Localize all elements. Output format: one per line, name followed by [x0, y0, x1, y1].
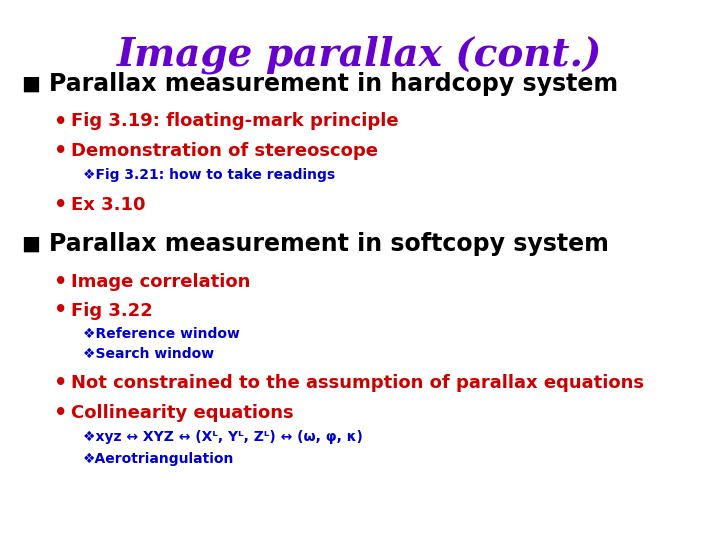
Text: ❖xyz ↔ XYZ ↔ (Xᴸ, Yᴸ, Zᴸ) ↔ (ω, φ, κ): ❖xyz ↔ XYZ ↔ (Xᴸ, Yᴸ, Zᴸ) ↔ (ω, φ, κ)	[83, 430, 363, 444]
Text: ❖Aerotriangulation: ❖Aerotriangulation	[83, 452, 234, 466]
Text: Ex 3.10: Ex 3.10	[71, 196, 145, 214]
Text: Parallax measurement in softcopy system: Parallax measurement in softcopy system	[49, 232, 609, 256]
Text: ■: ■	[22, 234, 40, 254]
Text: ❖Search window: ❖Search window	[83, 347, 214, 361]
Text: ■: ■	[22, 74, 40, 93]
Text: Image parallax (cont.): Image parallax (cont.)	[117, 35, 603, 73]
Text: •: •	[54, 141, 68, 161]
Text: •: •	[54, 373, 68, 394]
Text: ❖Fig 3.21: how to take readings: ❖Fig 3.21: how to take readings	[83, 168, 335, 183]
Text: Collinearity equations: Collinearity equations	[71, 404, 293, 422]
Text: ❖Reference window: ❖Reference window	[83, 327, 240, 341]
Text: •: •	[54, 111, 68, 132]
Text: Fig 3.22: Fig 3.22	[71, 301, 153, 320]
Text: Fig 3.19: floating-mark principle: Fig 3.19: floating-mark principle	[71, 112, 398, 131]
Text: Demonstration of stereoscope: Demonstration of stereoscope	[71, 142, 377, 160]
Text: •: •	[54, 300, 68, 321]
Text: •: •	[54, 403, 68, 423]
Text: •: •	[54, 272, 68, 292]
Text: Not constrained to the assumption of parallax equations: Not constrained to the assumption of par…	[71, 374, 644, 393]
Text: Image correlation: Image correlation	[71, 273, 250, 291]
Text: •: •	[54, 195, 68, 215]
Text: Parallax measurement in hardcopy system: Parallax measurement in hardcopy system	[49, 72, 618, 96]
